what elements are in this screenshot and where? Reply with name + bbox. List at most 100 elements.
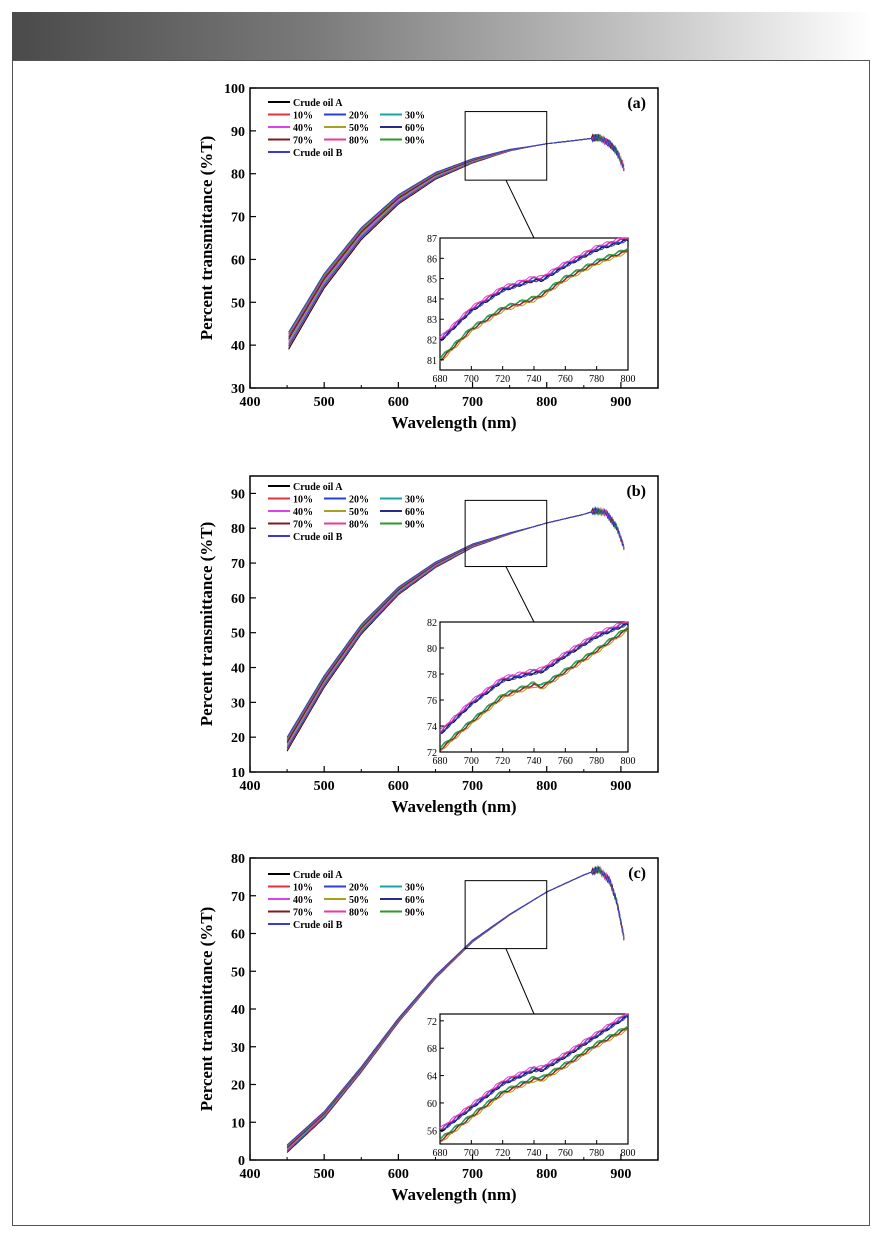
series-line-crude-oil-b xyxy=(286,867,625,1146)
x-tick-label: 600 xyxy=(388,1167,409,1182)
inset-x-tick-label: 760 xyxy=(558,374,573,385)
inset-x-tick-label: 780 xyxy=(589,1148,604,1159)
y-tick-label: 50 xyxy=(231,627,245,642)
y-tick-label: 80 xyxy=(231,852,245,867)
inset-series-line xyxy=(439,621,629,733)
inset-y-tick-label: 86 xyxy=(427,254,437,265)
y-tick-label: 70 xyxy=(231,557,245,572)
x-tick-label: 400 xyxy=(240,1167,261,1182)
zoom-box xyxy=(464,111,548,181)
legend-entry: 20% xyxy=(349,883,369,894)
x-tick-label: 900 xyxy=(610,779,631,794)
panel-label: (b) xyxy=(626,483,646,500)
legend-entry: 10% xyxy=(293,883,313,894)
y-tick-label: 90 xyxy=(231,125,245,140)
inset-x-tick-label: 680 xyxy=(433,756,448,767)
legend-entry: 60% xyxy=(405,507,425,518)
zoom-connector xyxy=(505,948,535,1015)
plot-area xyxy=(249,475,659,773)
chart-panel-1: 400 500 600 700 800 900 30 40 50 60 70 80 90 100 Wavel… xyxy=(197,82,659,432)
inset-y-tick-label: 76 xyxy=(427,696,437,707)
y-tick-label: 20 xyxy=(231,731,245,746)
inset-x-tick-label: 720 xyxy=(495,1148,510,1159)
y-tick-label: 20 xyxy=(231,1079,245,1094)
inset-series-line xyxy=(439,623,629,735)
x-tick-label: 600 xyxy=(388,395,409,410)
zoom-box xyxy=(464,499,548,568)
x-tick-label: 400 xyxy=(240,779,261,794)
chart-panel-3: 400 500 600 700 800 900 0 10 20 30 40 50 60 70 80 Wavel… xyxy=(197,852,659,1204)
panel-label: (a) xyxy=(627,95,646,112)
inset-y-tick-label: 82 xyxy=(427,618,437,629)
legend-entry: 80% xyxy=(349,136,369,147)
y-tick-label: 70 xyxy=(231,890,245,905)
inset-x-tick-label: 700 xyxy=(464,374,479,385)
inset-series-line xyxy=(439,238,629,342)
inset-y-tick-label: 60 xyxy=(427,1099,437,1110)
inset-x-tick-label: 740 xyxy=(527,756,542,767)
plot-area xyxy=(249,87,659,389)
x-tick-label: 400 xyxy=(240,395,261,410)
inset-x-tick-label: 700 xyxy=(464,756,479,767)
inset-series-line xyxy=(439,1025,629,1140)
y-axis-label: Percent transmittance (%T) xyxy=(197,136,216,341)
x-tick-label: 500 xyxy=(314,779,335,794)
legend-entry: 80% xyxy=(349,908,369,919)
y-tick-label: 40 xyxy=(231,339,245,354)
y-axis-label: Percent transmittance (%T) xyxy=(197,907,216,1112)
inset-y-tick-label: 85 xyxy=(427,275,437,286)
x-tick-label: 800 xyxy=(536,1167,557,1182)
y-tick-label: 30 xyxy=(231,382,245,397)
inset-y-tick-label: 83 xyxy=(427,315,437,326)
legend-entry: 90% xyxy=(405,908,425,919)
x-axis-label: Wavelength (nm) xyxy=(391,1185,516,1204)
x-tick-label: 700 xyxy=(462,395,483,410)
inset-y-tick-label: 87 xyxy=(427,234,437,245)
inset-x-tick-label: 780 xyxy=(589,374,604,385)
x-tick-label: 700 xyxy=(462,779,483,794)
legend-entry: 50% xyxy=(349,123,369,134)
x-tick-label: 700 xyxy=(462,1167,483,1182)
inset-y-tick-label: 81 xyxy=(427,356,437,367)
inset-x-tick-label: 800 xyxy=(621,1148,636,1159)
inset-series-line xyxy=(439,251,629,362)
inset-series-line xyxy=(439,629,629,750)
x-axis-label: Wavelength (nm) xyxy=(391,797,516,816)
y-tick-label: 50 xyxy=(231,965,245,980)
legend-entry: 20% xyxy=(349,111,369,122)
y-tick-label: 10 xyxy=(231,766,245,781)
legend-entry: 70% xyxy=(293,136,313,147)
inset-series-line xyxy=(439,1016,629,1133)
inset-y-tick-label: 64 xyxy=(427,1072,437,1083)
legend-entry: 50% xyxy=(349,895,369,906)
x-tick-label: 900 xyxy=(610,395,631,410)
legend-entry: 90% xyxy=(405,520,425,531)
series-line-crude-oil-b xyxy=(288,133,625,333)
legend-entry: 70% xyxy=(293,908,313,919)
inset-series-line xyxy=(439,625,629,749)
inset-series-line xyxy=(439,621,628,731)
legend-entry: 40% xyxy=(293,895,313,906)
legend-entry: 30% xyxy=(405,111,425,122)
inset-series-line xyxy=(439,237,629,340)
inset-y-tick-label: 78 xyxy=(427,670,437,681)
inset-plot-area xyxy=(439,237,629,371)
inset-x-tick-label: 740 xyxy=(527,374,542,385)
y-axis-label: Percent transmittance (%T) xyxy=(197,522,216,727)
inset-x-tick-label: 800 xyxy=(621,374,636,385)
y-tick-label: 10 xyxy=(231,1116,245,1131)
x-tick-label: 600 xyxy=(388,779,409,794)
inset-series-line xyxy=(439,1013,629,1131)
x-tick-label: 900 xyxy=(610,1167,631,1182)
header-bar xyxy=(12,12,872,60)
y-tick-label: 60 xyxy=(231,592,245,607)
legend-entry: 50% xyxy=(349,507,369,518)
y-tick-label: 30 xyxy=(231,1041,245,1056)
legend-entry: 70% xyxy=(293,520,313,531)
legend-entry: 10% xyxy=(293,111,313,122)
inset-x-tick-label: 800 xyxy=(621,756,636,767)
inset-series-line xyxy=(439,629,629,751)
inset-series-line xyxy=(439,247,629,359)
inset-x-tick-label: 760 xyxy=(558,1148,573,1159)
